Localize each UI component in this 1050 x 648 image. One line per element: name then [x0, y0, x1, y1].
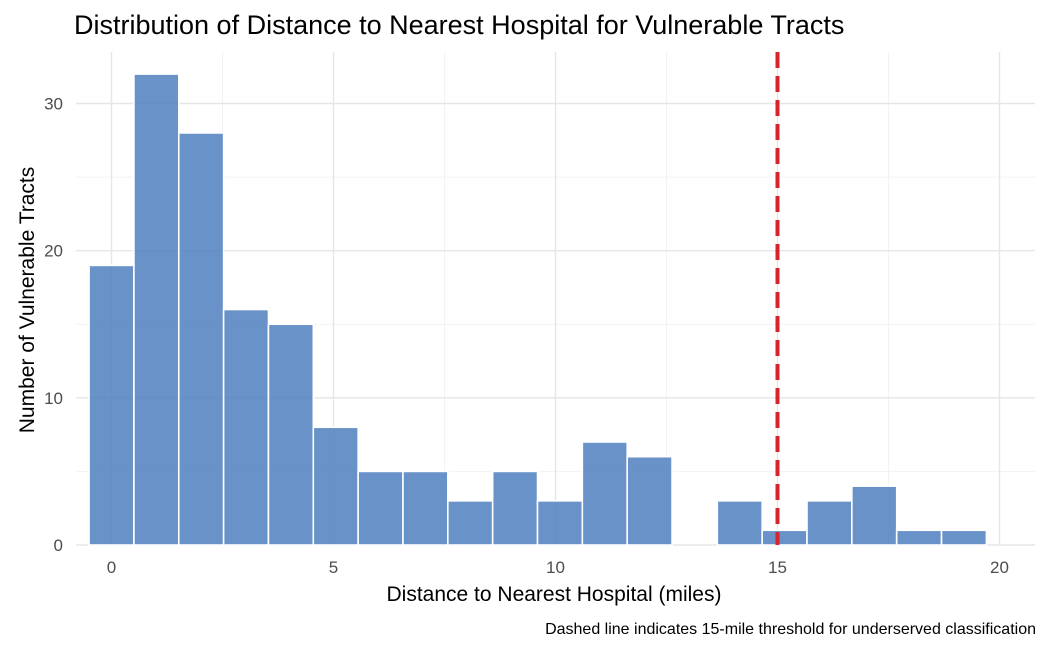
- histogram-bar: [133, 73, 180, 546]
- y-tick-label: 10: [44, 389, 63, 408]
- y-tick-label: 30: [44, 95, 63, 114]
- histogram-bar: [177, 132, 225, 546]
- x-tick-label: 10: [546, 558, 565, 577]
- x-axis-ticks: 0 5 10 15 20: [107, 558, 1009, 577]
- x-tick-label: 15: [768, 558, 787, 577]
- histogram-bar: [357, 470, 404, 546]
- histogram-bar: [267, 323, 315, 546]
- histogram-bar: [222, 308, 270, 546]
- y-axis-ticks: 0 10 20 30: [44, 95, 63, 555]
- histogram-bar: [536, 500, 584, 546]
- x-tick-label: 20: [990, 558, 1009, 577]
- histogram-bar: [312, 426, 359, 546]
- histogram-bar: [940, 529, 988, 546]
- histogram-bar: [447, 500, 494, 546]
- y-tick-label: 20: [44, 242, 63, 261]
- chart-title: Distribution of Distance to Nearest Hosp…: [74, 10, 844, 40]
- y-axis-title: Number of Vulnerable Tracts: [16, 167, 39, 434]
- histogram-bar: [761, 529, 808, 546]
- histogram-bar: [491, 470, 539, 546]
- histogram-bar: [806, 500, 853, 546]
- x-tick-label: 0: [107, 558, 116, 577]
- y-tick-label: 0: [54, 536, 63, 555]
- histogram-bar: [895, 529, 943, 546]
- histogram-bar: [851, 485, 898, 546]
- histogram-bar: [402, 470, 449, 546]
- histogram-bar: [626, 455, 673, 546]
- x-axis-title: Distance to Nearest Hospital (miles): [387, 583, 722, 606]
- histogram-bar: [716, 500, 763, 546]
- x-tick-label: 5: [329, 558, 338, 577]
- chart-caption: Dashed line indicates 15-mile threshold …: [545, 621, 1036, 638]
- histogram-bar: [581, 441, 629, 546]
- histogram-bar: [88, 264, 135, 546]
- bars: [88, 73, 988, 546]
